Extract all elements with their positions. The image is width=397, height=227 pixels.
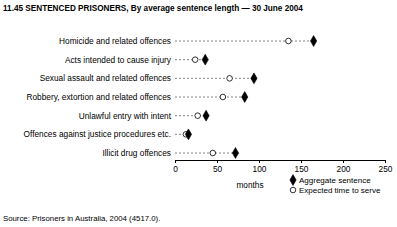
- x-tick-line: [175, 160, 176, 163]
- point: [192, 57, 198, 63]
- leader-line: [175, 59, 205, 60]
- point: [286, 38, 292, 44]
- point-shape: [195, 113, 201, 119]
- x-tick: 0: [173, 160, 178, 174]
- x-tick-label: 150: [295, 164, 309, 174]
- point: [220, 94, 226, 100]
- plot-marks: [175, 36, 317, 159]
- source-note: Source: Prisoners in Australia, 2004 (45…: [3, 214, 160, 223]
- category-tick: Acts intended to cause injury: [65, 55, 172, 65]
- x-tick-label: 250: [379, 164, 393, 174]
- leader-line: [175, 115, 206, 116]
- category-tick: Homicide and related offences: [59, 36, 171, 46]
- category-label: Unlawful entry with intent: [79, 111, 172, 121]
- x-tick-label: 100: [253, 164, 267, 174]
- category-label: Acts intended to cause injury: [65, 55, 172, 65]
- x-tick-line: [385, 160, 386, 163]
- point-shape: [220, 94, 226, 100]
- x-tick-line: [343, 160, 344, 163]
- x-axis-title: months: [236, 180, 263, 190]
- point: [227, 76, 233, 82]
- leader-line: [175, 78, 254, 79]
- point: [203, 110, 209, 121]
- point: [202, 54, 208, 65]
- category-axis: Homicide and related offences Acts intend…: [24, 36, 172, 158]
- x-tick: 100: [253, 160, 267, 174]
- point-shape: [202, 54, 208, 65]
- point-shape: [210, 150, 216, 156]
- point: [185, 129, 191, 140]
- category-label: Sexual assault and related offences: [40, 73, 171, 83]
- legend-marker-shape: [290, 187, 296, 193]
- point-shape: [192, 57, 198, 63]
- point-shape: [242, 92, 248, 103]
- point-shape: [227, 76, 233, 82]
- legend-marker: [290, 175, 296, 186]
- point-shape: [185, 129, 191, 140]
- point-shape: [286, 38, 292, 44]
- title: 11.45 SENTENCED PRISONERS, By average se…: [3, 4, 303, 13]
- point-shape: [203, 110, 209, 121]
- point: [310, 36, 316, 47]
- category-tick: Robbery, extortion and related offences: [26, 92, 171, 102]
- leader-line: [175, 97, 245, 98]
- leader-line: [175, 41, 314, 42]
- point: [210, 150, 216, 156]
- point-shape: [232, 148, 238, 159]
- point-shape: [310, 36, 316, 47]
- point-shape: [251, 73, 257, 84]
- point: [195, 113, 201, 119]
- x-axis: 0 50 100 150 200 250: [173, 160, 393, 174]
- leader-line: [175, 153, 235, 154]
- category-tick: Sexual assault and related offences: [40, 73, 171, 83]
- category-label: Homicide and related offences: [59, 36, 171, 46]
- x-tick-line: [217, 160, 218, 163]
- x-axis-line: [176, 160, 386, 161]
- point: [242, 92, 248, 103]
- x-tick-line: [259, 160, 260, 163]
- point: [232, 148, 238, 159]
- x-tick: 250: [379, 160, 393, 174]
- legend-label: Expected time to serve: [299, 186, 381, 195]
- x-tick-label: 50: [213, 164, 223, 174]
- category-tick: Unlawful entry with intent: [79, 111, 172, 121]
- category-tick: Offences against justice procedures etc.: [24, 129, 171, 139]
- x-tick-label: 0: [173, 164, 178, 174]
- legend-marker-shape: [290, 175, 296, 186]
- point: [251, 73, 257, 84]
- category-label: Robbery, extortion and related offences: [26, 92, 171, 102]
- category-label: Offences against justice procedures etc.: [24, 129, 171, 139]
- x-tick: 150: [295, 160, 309, 174]
- x-tick-line: [301, 160, 302, 163]
- legend: Aggregate sentenceExpected time to serve: [290, 175, 381, 195]
- legend-marker: [290, 187, 296, 193]
- category-tick: Illicit drug offences: [102, 148, 171, 158]
- chart: 11.45 SENTENCED PRISONERS, By average se…: [0, 0, 397, 227]
- x-tick: 50: [213, 160, 223, 174]
- category-label: Illicit drug offences: [102, 148, 171, 158]
- x-tick: 200: [337, 160, 351, 174]
- legend-label: Aggregate sentence: [299, 176, 371, 185]
- x-tick-label: 200: [337, 164, 351, 174]
